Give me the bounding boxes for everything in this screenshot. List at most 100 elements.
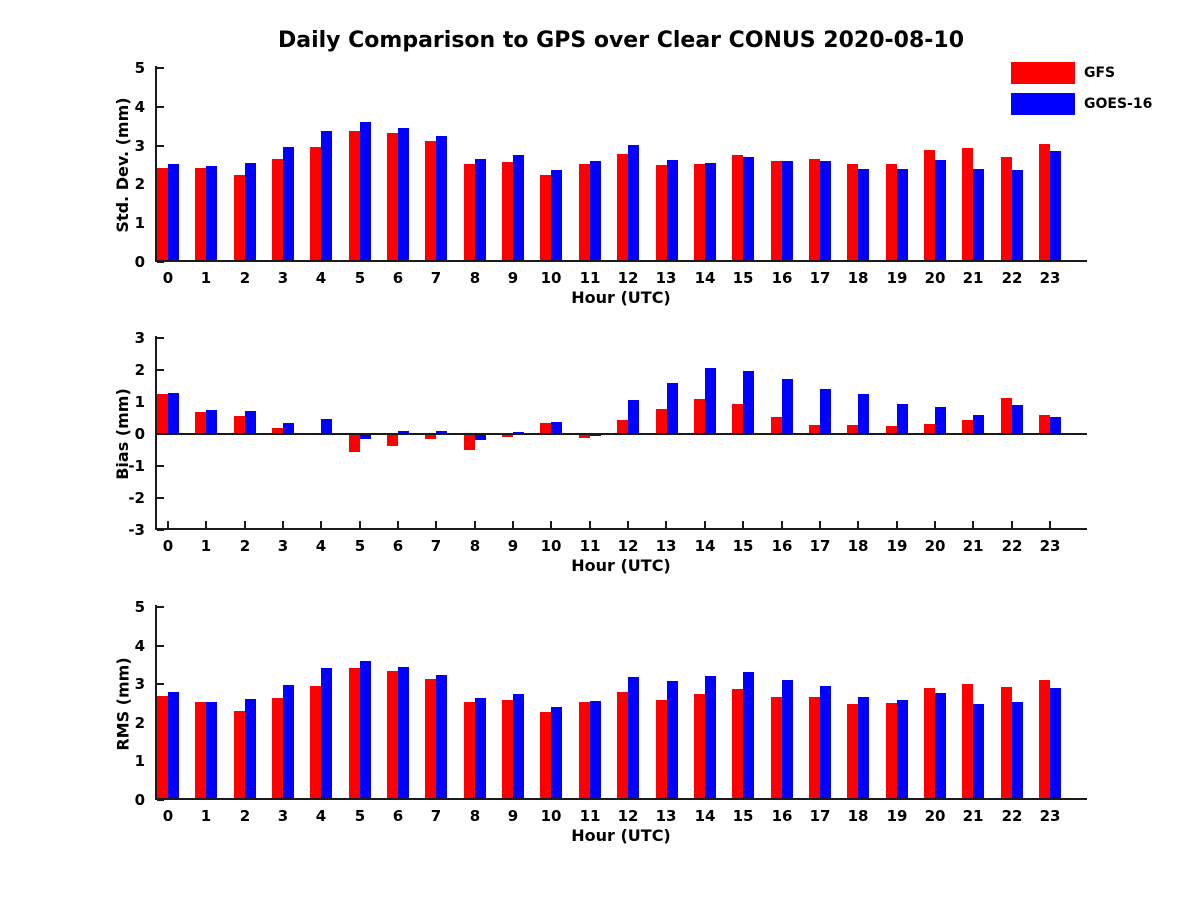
bar-goes16-h21 <box>973 414 985 434</box>
y-tick-label: 3 <box>134 675 145 693</box>
x-tick-label: 14 <box>694 537 716 555</box>
bar-goes16-h14 <box>704 162 716 262</box>
bar-goes16-h3 <box>282 685 294 800</box>
bar-gfs-h12 <box>617 419 629 434</box>
y-tick-mark <box>157 67 164 69</box>
x-tick-label: 9 <box>507 537 519 555</box>
y-tick-label: 4 <box>134 637 145 655</box>
x-tick-label: 1 <box>200 269 212 287</box>
y-tick-mark <box>157 799 164 801</box>
bar-gfs-h12 <box>617 153 629 262</box>
goes16-color-swatch <box>1011 93 1075 115</box>
x-tick-label: 4 <box>315 269 327 287</box>
y-tick-mark <box>157 261 164 263</box>
bar-gfs-h21 <box>962 684 974 800</box>
x-tick-label: 21 <box>962 537 984 555</box>
bar-goes16-h1 <box>206 166 218 262</box>
bar-goes16-h20 <box>935 406 946 434</box>
bar-goes16-h9 <box>513 693 524 800</box>
bar-gfs-h22 <box>1000 398 1012 434</box>
x-axis-line <box>155 798 1087 800</box>
y-tick-label: 2 <box>134 361 145 379</box>
bar-gfs-h18 <box>847 425 859 434</box>
x-tick-mark <box>282 521 284 528</box>
x-tick-label: 15 <box>732 269 754 287</box>
bar-gfs-h19 <box>885 163 897 262</box>
bar-gfs-h11 <box>578 702 590 800</box>
x-tick-label: 7 <box>430 269 442 287</box>
x-tick-label: 20 <box>924 537 946 555</box>
bar-gfs-h10 <box>540 423 552 434</box>
y-tick-mark <box>157 145 164 147</box>
bar-gfs-h2 <box>233 174 245 262</box>
bar-gfs-h1 <box>195 168 207 262</box>
x-tick-label: 19 <box>886 537 908 555</box>
x-tick-label: 0 <box>162 269 174 287</box>
bar-goes16-h4 <box>321 130 333 262</box>
chart-title: Daily Comparison to GPS over Clear CONUS… <box>277 28 965 53</box>
x-tick-label: 21 <box>962 807 984 825</box>
x-tick-mark <box>1049 521 1051 528</box>
bar-gfs-h21 <box>962 419 974 434</box>
bar-gfs-h15 <box>732 404 744 434</box>
bar-goes16-h6 <box>398 666 409 800</box>
x-tick-label: 20 <box>924 269 946 287</box>
x-axis-title: Hour (UTC) <box>571 826 671 845</box>
x-tick-mark <box>359 521 361 528</box>
y-tick-label: -3 <box>128 521 145 539</box>
bar-goes16-h12 <box>628 399 640 434</box>
x-tick-label: 18 <box>847 537 869 555</box>
y-tick-label: 5 <box>134 59 145 77</box>
bar-goes16-h5 <box>359 122 371 262</box>
bar-gfs-h10 <box>540 712 552 800</box>
y-axis-line <box>155 66 157 262</box>
x-tick-mark <box>934 521 936 528</box>
x-tick-label: 1 <box>200 807 212 825</box>
x-tick-mark <box>896 521 898 528</box>
bar-gfs-h5 <box>348 434 360 452</box>
bar-goes16-h8 <box>474 434 486 441</box>
legend-entry-goes16: GOES-16 <box>1011 93 1152 115</box>
bar-gfs-h9 <box>502 161 513 262</box>
bar-gfs-h23 <box>1039 143 1051 262</box>
x-tick-label: 11 <box>579 537 601 555</box>
bar-goes16-h23 <box>1050 688 1062 800</box>
x-tick-label: 17 <box>809 269 831 287</box>
x-tick-mark <box>397 521 399 528</box>
bar-gfs-h8 <box>463 164 475 262</box>
bar-goes16-h18 <box>858 696 870 800</box>
bar-goes16-h10 <box>551 707 563 800</box>
bar-gfs-h8 <box>463 701 475 800</box>
y-tick-mark <box>157 529 164 531</box>
x-tick-label: 10 <box>540 537 562 555</box>
bar-goes16-h10 <box>551 169 563 262</box>
bar-goes16-h17 <box>819 161 831 262</box>
x-tick-label: 2 <box>239 807 251 825</box>
x-tick-label: 11 <box>579 807 601 825</box>
x-tick-label: 2 <box>239 269 251 287</box>
x-tick-mark <box>474 521 476 528</box>
x-tick-label: 12 <box>617 537 639 555</box>
x-tick-label: 3 <box>277 537 289 555</box>
bar-gfs-h19 <box>885 702 897 800</box>
bar-goes16-h20 <box>935 693 946 800</box>
bar-goes16-h0 <box>167 393 179 434</box>
x-tick-label: 19 <box>886 807 908 825</box>
x-tick-label: 5 <box>354 269 366 287</box>
x-tick-label: 4 <box>315 537 327 555</box>
y-tick-label: 0 <box>134 425 145 443</box>
bar-goes16-h16 <box>781 160 793 262</box>
bar-gfs-h7 <box>425 140 437 262</box>
bar-goes16-h10 <box>551 421 563 434</box>
bar-gfs-h5 <box>348 130 360 262</box>
bar-gfs-h17 <box>808 425 820 434</box>
x-tick-label: 19 <box>886 269 908 287</box>
bar-gfs-h16 <box>770 696 782 800</box>
bar-goes16-h3 <box>282 146 294 262</box>
bar-goes16-h22 <box>1011 405 1023 434</box>
bar-goes16-h13 <box>666 382 678 434</box>
x-tick-label: 10 <box>540 269 562 287</box>
x-tick-label: 13 <box>655 537 677 555</box>
x-tick-label: 7 <box>430 807 442 825</box>
